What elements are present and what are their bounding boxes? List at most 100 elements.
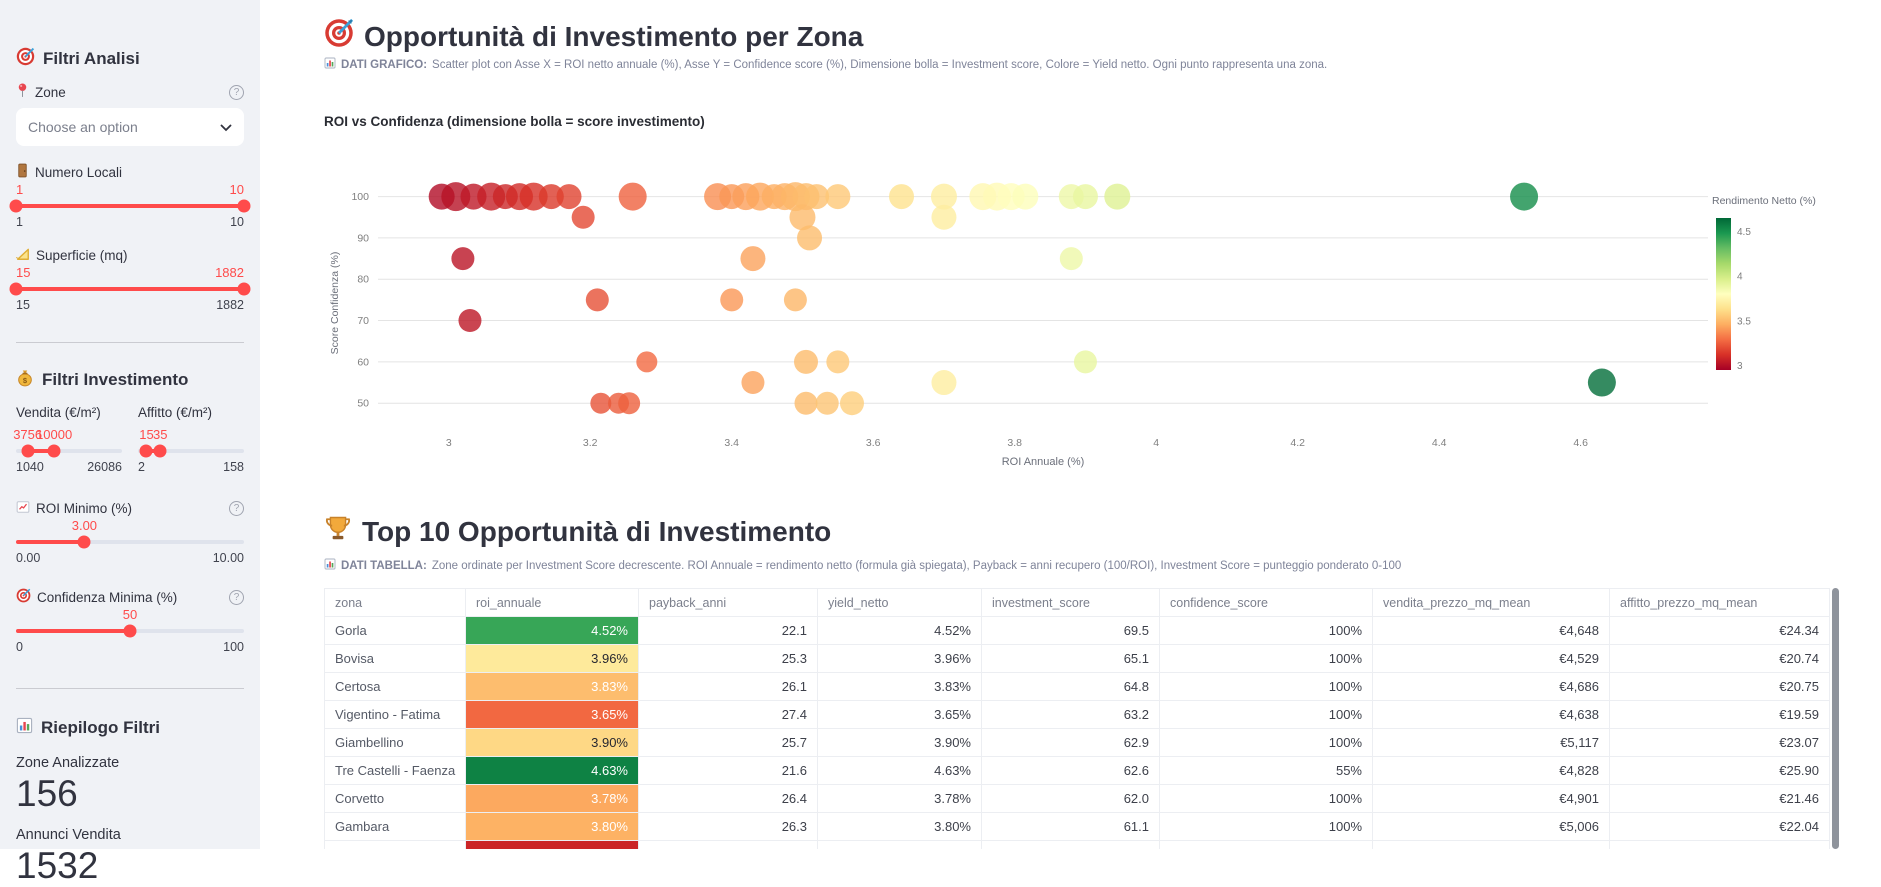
slider-value-label: 15 — [16, 265, 31, 280]
slider-thumb[interactable] — [21, 444, 35, 458]
svg-text:3.8: 3.8 — [1007, 437, 1022, 449]
slider-thumb[interactable] — [237, 282, 251, 296]
slider-thumb[interactable] — [47, 444, 61, 458]
slider-value-label: 1882 — [215, 265, 244, 280]
value-cell: €23.07 — [1609, 728, 1830, 757]
value-cell: 62.9 — [981, 728, 1160, 757]
value-cell: 25.7 — [638, 728, 818, 757]
value-cell: 3.78% — [817, 784, 982, 813]
roi-minimo-help-icon[interactable]: ? — [229, 500, 244, 516]
vendita-slider[interactable]: 3756 10000 1040 26086 — [13, 427, 122, 474]
column-header[interactable]: investment_score — [981, 588, 1160, 617]
value-cell: 26.4 — [638, 784, 818, 813]
value-cell: 61.1 — [981, 812, 1160, 841]
column-header[interactable]: yield_netto — [817, 588, 982, 617]
investment-table[interactable]: zona roi_annuale payback_anni yield_netto in… — [324, 588, 1839, 849]
table-row: Tre Castelli - Faenza 4.63% 21.6 4.63% 62.6 5… — [324, 756, 1830, 785]
target-icon — [16, 588, 31, 606]
value-cell: 21.6 — [638, 756, 818, 785]
chevron-down-icon — [220, 119, 232, 135]
slider-track[interactable] — [138, 444, 244, 458]
zona-cell — [324, 840, 466, 849]
value-cell: €24.34 — [1609, 616, 1830, 645]
page-title: Opportunità di Investimento per Zona — [324, 18, 863, 55]
column-header[interactable]: roi_annuale — [465, 588, 639, 617]
slider-thumb[interactable] — [153, 444, 167, 458]
column-header[interactable]: confidence_score — [1159, 588, 1373, 617]
svg-text:4: 4 — [1737, 272, 1743, 283]
slider-min-label: 1040 — [16, 460, 44, 474]
sidebar-divider — [16, 342, 244, 343]
column-header[interactable]: vendita_prezzo_mq_mean — [1372, 588, 1610, 617]
value-cell: 26.1 — [638, 672, 818, 701]
superficie-slider[interactable]: 15 1882 15 1882 — [9, 265, 251, 312]
slider-thumb[interactable] — [237, 199, 251, 213]
zone-help-icon[interactable]: ? — [229, 84, 244, 100]
svg-text:4.2: 4.2 — [1290, 437, 1305, 449]
slider-max-label: 100 — [223, 640, 244, 654]
table-scrollbar[interactable] — [1832, 588, 1839, 849]
svg-text:ROI Annuale (%): ROI Annuale (%) — [1002, 456, 1085, 468]
svg-text:3.5: 3.5 — [1737, 316, 1751, 327]
metric-label-annunci-vendita: Annunci Vendita — [16, 827, 121, 843]
roi-minimo-slider[interactable]: 3.00 0.00 10.00 — [16, 518, 244, 565]
value-cell — [1372, 840, 1610, 849]
value-cell: €4,686 — [1372, 672, 1610, 701]
door-icon — [16, 163, 29, 181]
value-cell: 100% — [1159, 644, 1373, 673]
value-cell: 3.80% — [465, 812, 639, 841]
scatter-chart[interactable]: 50 60 70 80 90 100 3 3.2 3.4 3.6 3.8 4 4.2 4.4 4.6 ROI … — [324, 140, 1836, 472]
svg-text:3: 3 — [1737, 361, 1743, 372]
bar-chart-icon — [324, 57, 336, 72]
chart-caption: DATI GRAFICO: Scatter plot con Asse X = … — [324, 57, 1327, 72]
value-cell — [1609, 840, 1830, 849]
slider-value-label: 10000 — [36, 427, 73, 442]
numero-locali-slider[interactable]: 1 10 1 10 — [9, 182, 251, 229]
value-cell: 26.3 — [638, 812, 818, 841]
column-header[interactable]: zona — [324, 588, 466, 617]
slider-max-label: 158 — [223, 460, 244, 474]
column-header[interactable]: affitto_prezzo_mq_mean — [1609, 588, 1830, 617]
slider-track[interactable] — [16, 624, 244, 638]
slider-track[interactable] — [16, 535, 244, 549]
value-cell: 4.63% — [817, 756, 982, 785]
table-section-title: Top 10 Opportunità di Investimento — [324, 514, 831, 549]
main-content: Opportunità di Investimento per Zona DAT… — [260, 0, 1881, 849]
slider-thumb[interactable] — [139, 444, 153, 458]
zona-cell: Tre Castelli - Faenza — [324, 756, 466, 785]
money-bag-icon: $ — [16, 369, 34, 392]
confidenza-help-icon[interactable]: ? — [229, 589, 244, 605]
value-cell: 64.8 — [981, 672, 1160, 701]
value-cell: 100% — [1159, 728, 1373, 757]
slider-track[interactable] — [9, 199, 251, 213]
zona-cell: Gorla — [324, 616, 466, 645]
table-row: Giambellino 3.90% 25.7 3.90% 62.9 100% €5,117 €… — [324, 728, 1830, 757]
target-icon — [324, 18, 354, 55]
table-caption: DATI TABELLA: Zone ordinate per Investme… — [324, 558, 1401, 573]
slider-thumb[interactable] — [9, 282, 23, 296]
table-row: Gorla 4.52% 22.1 4.52% 69.5 100% €4,648 €24.34 — [324, 616, 1830, 645]
confidenza-slider[interactable]: 50 0 100 — [16, 607, 244, 654]
slider-thumb[interactable] — [77, 535, 91, 549]
svg-text:4.4: 4.4 — [1432, 437, 1447, 449]
column-header[interactable]: payback_anni — [638, 588, 818, 617]
sidebar-divider — [16, 688, 244, 689]
scatter-chart-title: ROI vs Confidenza (dimensione bolla = sc… — [324, 114, 705, 129]
chart-increasing-icon — [16, 500, 30, 517]
slider-thumb[interactable] — [9, 199, 23, 213]
slider-max-label: 26086 — [87, 460, 122, 474]
slider-track[interactable] — [9, 282, 251, 296]
value-cell: €20.74 — [1609, 644, 1830, 673]
zone-select[interactable]: Choose an option — [16, 108, 244, 146]
svg-text:3: 3 — [446, 437, 452, 449]
slider-thumb[interactable] — [123, 624, 137, 638]
affitto-slider[interactable]: 15 35 2 158 — [138, 427, 244, 474]
metric-label-zone-analizzate: Zone Analizzate — [16, 755, 120, 771]
value-cell: 100% — [1159, 784, 1373, 813]
slider-value-label: 15 — [139, 427, 154, 442]
slider-track[interactable] — [16, 444, 122, 458]
affitto-label: Affitto (€/m²) — [138, 405, 213, 420]
metric-value-annunci-vendita: 1532 — [16, 845, 99, 886]
slider-value-label: 3756 — [13, 427, 43, 442]
value-cell: €21.46 — [1609, 784, 1830, 813]
